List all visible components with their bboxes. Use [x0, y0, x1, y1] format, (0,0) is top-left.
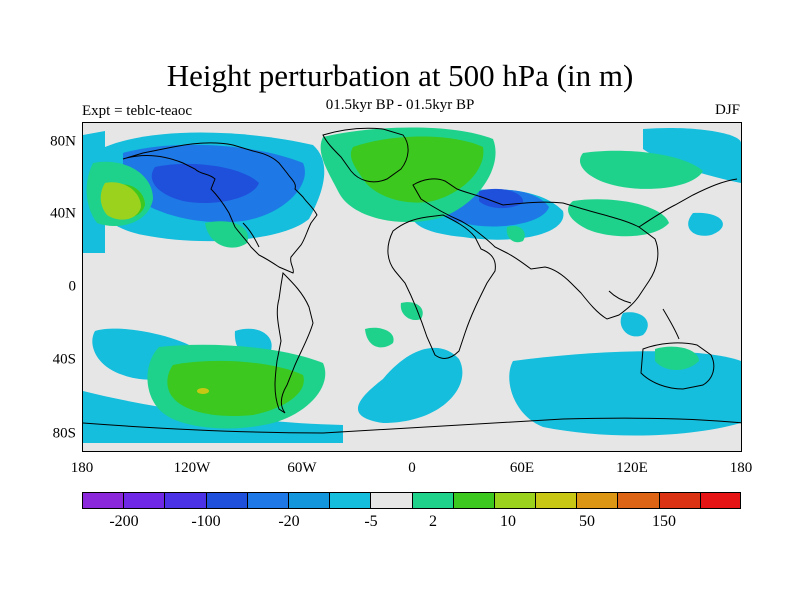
colorbar-segment-2: [165, 493, 207, 509]
contour-fill-green: [113, 136, 484, 417]
lon-label-60e: 60E: [509, 460, 535, 476]
colorbar: [83, 493, 741, 509]
colorbar-label: 150: [652, 513, 676, 530]
colorbar-label: -200: [109, 513, 139, 530]
lat-label-80n: 80N: [50, 133, 76, 150]
colorbar-label: 10: [500, 513, 516, 530]
colorbar-segment-10: [494, 493, 537, 509]
colorbar-segment-9: [453, 493, 495, 509]
lon-label-60w: 60W: [287, 460, 317, 476]
lat-label-40s: 40S: [52, 351, 76, 368]
colorbar-segment-1: [124, 493, 166, 509]
contour-fill-blue-dark: [151, 163, 524, 209]
colorbar-segment-12: [577, 493, 619, 509]
lon-label-120e: 120E: [616, 460, 648, 476]
colorbar-segment-3: [206, 493, 248, 509]
map-panel: [82, 122, 742, 452]
colorbar-segment-14: [659, 493, 701, 509]
colorbar-segment-4: [247, 493, 289, 509]
colorbar-segment-13: [618, 493, 660, 509]
colorbar-label: -20: [278, 513, 300, 530]
plot-subtitle: 01.5kyr BP - 01.5kyr BP: [325, 97, 475, 113]
colorbar-segment-7: [371, 493, 413, 509]
colorbar-label: -5: [364, 513, 378, 530]
colorbar-label: -100: [191, 513, 221, 530]
lon-label-120w: 120W: [173, 460, 211, 476]
colorbar-segment-11: [536, 493, 578, 509]
lat-label-40n: 40N: [50, 205, 76, 222]
colorbar-segment-0: [83, 493, 125, 509]
season-label: DJF: [714, 102, 740, 118]
lon-label-180-right: 180: [729, 460, 753, 476]
colorbar-segment-6: [330, 493, 372, 509]
colorbar-label: 2: [429, 513, 437, 530]
contour-fill-yellow: [197, 388, 209, 394]
lat-label-equator: 0: [68, 278, 77, 295]
colorbar-label: 50: [579, 513, 595, 530]
map-field: [83, 127, 741, 443]
plot-title: Height perturbation at 500 hPa (in m): [166, 58, 634, 93]
coastlines: [83, 127, 741, 434]
lon-label-0: 0: [408, 460, 416, 476]
experiment-label: Expt = teblc-teaoc: [82, 103, 193, 119]
colorbar-segment-8: [412, 493, 454, 509]
colorbar-segment-15: [700, 493, 741, 509]
lat-label-80s: 80S: [52, 425, 76, 442]
lon-label-180-left: 180: [70, 460, 94, 476]
contour-fill-yellow-green: [100, 182, 141, 220]
colorbar-segment-5: [288, 493, 331, 509]
